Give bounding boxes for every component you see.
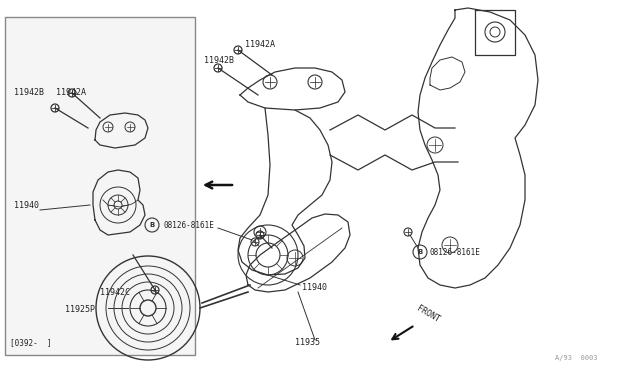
Text: 11935: 11935 [295,338,320,347]
Text: 11942C: 11942C [100,288,130,297]
Text: B: B [417,249,422,255]
Text: 11940: 11940 [302,283,327,292]
Text: FRONT: FRONT [415,304,441,324]
Text: 08126-8161E: 08126-8161E [430,248,481,257]
Text: 11942B: 11942B [204,56,234,65]
Bar [5,17,195,355]
Text: 11942A: 11942A [245,40,275,49]
Text: 11942B: 11942B [14,88,44,97]
Text: 08126-8161E: 08126-8161E [163,221,214,230]
Text: 11940: 11940 [14,201,39,210]
Text: B: B [149,222,155,228]
Text: A/93  0003: A/93 0003 [555,355,598,361]
Text: 11925P: 11925P [65,305,95,314]
Text: [0392-  ]: [0392- ] [10,338,52,347]
Text: 11942A: 11942A [56,88,86,97]
